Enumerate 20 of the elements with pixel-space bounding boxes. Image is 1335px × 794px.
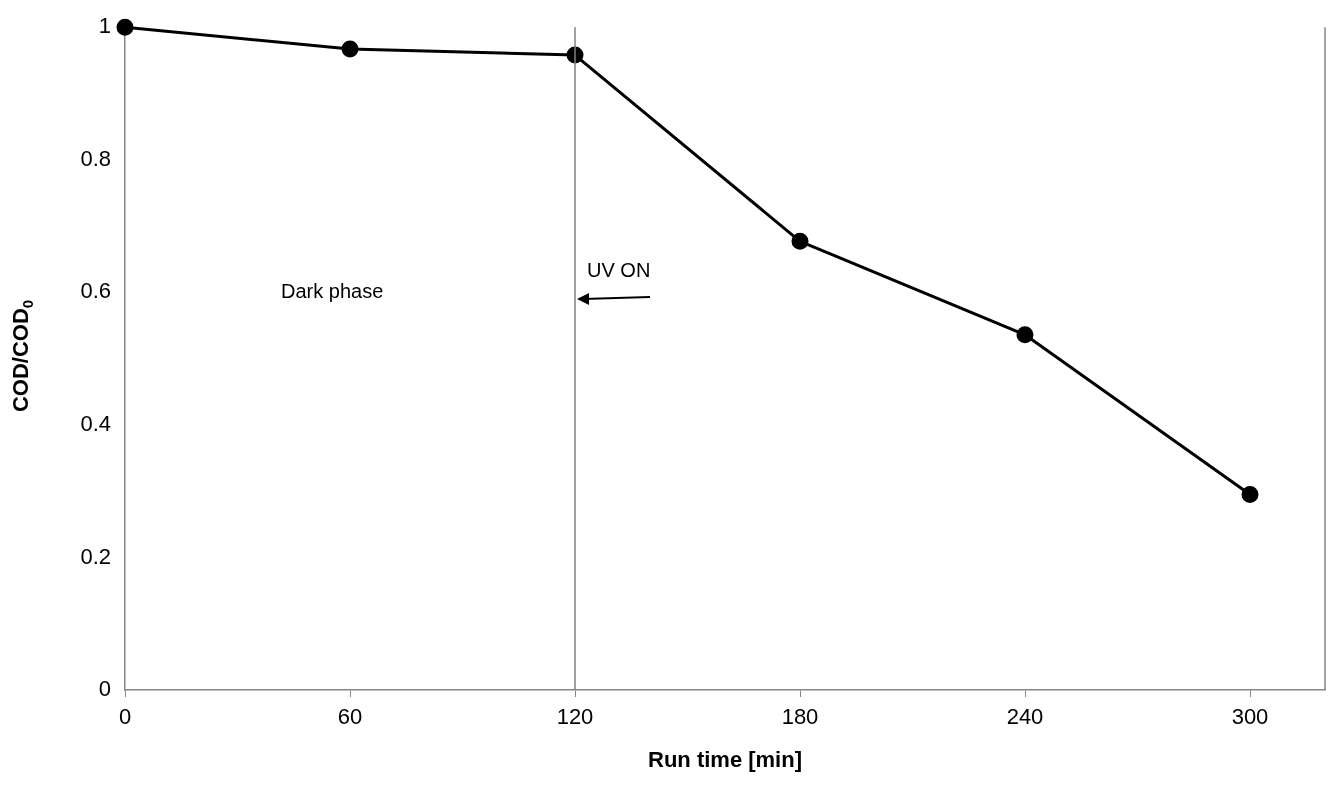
y-tick-label: 1 <box>98 13 111 39</box>
x-tick-label: 240 <box>1006 704 1044 730</box>
x-tick-label: 120 <box>556 704 594 730</box>
point <box>116 18 134 36</box>
y-tick-label: 0.2 <box>80 543 111 569</box>
x-tick-label: 0 <box>118 704 132 730</box>
x-tick-label: 60 <box>337 704 363 730</box>
point <box>1241 485 1259 503</box>
annotation: UV ON <box>587 259 651 282</box>
y-tick-label: 0.8 <box>80 145 111 171</box>
x-axis-title: Run time [min] <box>648 746 802 772</box>
x-tick-label: 300 <box>1231 704 1269 730</box>
point <box>341 40 359 58</box>
y-tick-label: 0 <box>98 676 111 702</box>
point <box>791 232 809 250</box>
y-tick-label: 0.4 <box>80 410 111 436</box>
point <box>1016 326 1034 344</box>
annotation: Dark phase <box>281 279 384 302</box>
x-tick-label: 180 <box>781 704 819 730</box>
y-tick-label: 0.6 <box>80 278 111 304</box>
